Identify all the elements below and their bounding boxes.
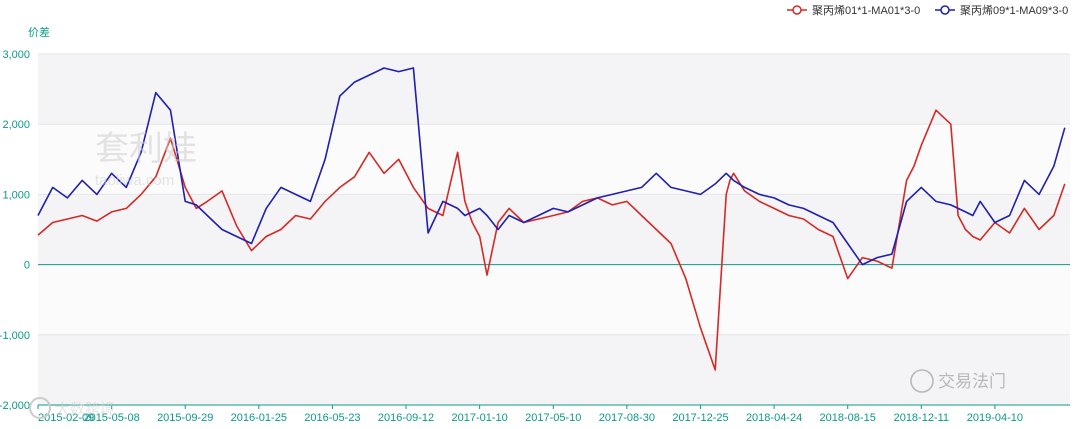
y-tick-label: 2,000 — [2, 119, 30, 131]
plot-band — [38, 124, 1070, 195]
plot-band — [38, 54, 1070, 125]
x-tick-label: 2019-04-10 — [967, 412, 1023, 424]
watermark-bottom-left: 大数跨境 — [29, 397, 115, 419]
x-tick-label: 2015-05-08 — [83, 412, 139, 424]
x-tick-label: 2017-01-10 — [452, 412, 508, 424]
legend-marker-icon — [940, 5, 950, 15]
legend-label: 聚丙烯01*1-MA01*3-0 — [812, 4, 920, 17]
legend-marker-icon — [792, 5, 802, 15]
x-tick-label: 2016-05-23 — [304, 412, 360, 424]
legend[interactable]: 聚丙烯01*1-MA01*3-0 聚丙烯09*1-MA09*3-0 — [787, 4, 1068, 17]
series-lines — [37, 67, 1066, 371]
x-tick-label: 2017-08-30 — [599, 412, 655, 424]
y-axis-label: 价差 — [28, 25, 50, 39]
x-tick-label: 2015-02-09 — [38, 412, 94, 424]
plot-band — [38, 264, 1070, 335]
watermark-left: 套利娃 taoliwa.com — [95, 130, 197, 189]
legend-item-2[interactable]: 聚丙烯09*1-MA09*3-0 — [935, 4, 1068, 17]
y-tick-label: 1,000 — [2, 189, 30, 201]
wechat-icon — [910, 369, 934, 393]
x-tick-label: 2016-09-12 — [378, 412, 434, 424]
x-tick-label: 2017-12-25 — [672, 412, 728, 424]
plot-band — [38, 334, 1070, 405]
legend-item-1[interactable]: 聚丙烯01*1-MA01*3-0 — [787, 4, 920, 17]
watermark-bottom-right-text: 交易法门 — [938, 372, 1006, 391]
watermark-logo-icon — [29, 397, 51, 419]
series-line-2 — [37, 67, 1066, 266]
watermark-bottom-left-text: 大数跨境 — [55, 400, 115, 418]
y-tick-label: -2,000 — [0, 400, 30, 412]
watermark-bottom-right: 交易法门 — [910, 369, 1006, 393]
y-tick-label: 3,000 — [2, 49, 30, 61]
plot-bands — [38, 54, 1070, 405]
y-axis-ticks: -2,000 -1,000 0 1,000 2,000 3,000 — [0, 49, 30, 412]
watermark-url-text: taoliwa.com — [95, 172, 174, 189]
plot-band — [38, 194, 1070, 265]
x-tick-label: 2015-09-29 — [157, 412, 213, 424]
x-tick-label: 2017-05-10 — [525, 412, 581, 424]
y-tick-label: -1,000 — [0, 330, 30, 342]
gridlines — [38, 53, 1070, 406]
x-tick-label: 2018-12-11 — [894, 412, 949, 424]
x-tick-label: 2016-01-25 — [231, 412, 287, 424]
x-tick-label: 2018-04-24 — [746, 412, 802, 424]
legend-label: 聚丙烯09*1-MA09*3-0 — [960, 4, 1068, 17]
watermark-brand-text: 套利娃 — [95, 130, 197, 168]
y-tick-label: 0 — [24, 260, 30, 272]
x-tick-label: 2018-08-15 — [820, 412, 876, 424]
